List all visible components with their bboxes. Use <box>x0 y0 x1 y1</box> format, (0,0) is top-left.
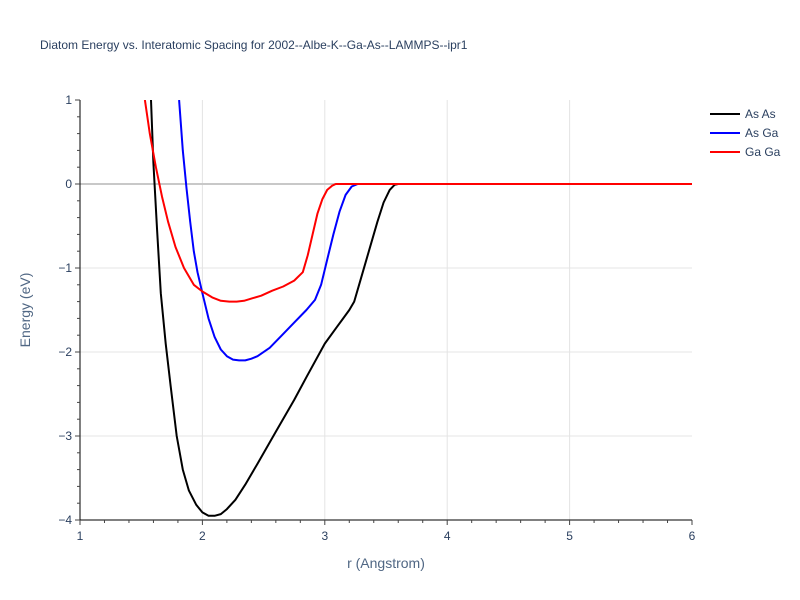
legend-label-as-ga: As Ga <box>745 126 779 140</box>
y-tick-label: 0 <box>65 177 72 191</box>
legend-label-ga-ga: Ga Ga <box>745 145 781 159</box>
y-tick-label: −3 <box>58 429 72 443</box>
series-line-ga-ga <box>143 100 692 303</box>
x-tick-label: 3 <box>321 529 328 543</box>
series-line-as-as <box>150 100 692 517</box>
tick-labels: 1 2 3 4 5 6 1 0 −1 −2 −3 −4 <box>58 93 695 543</box>
legend: As As As Ga Ga Ga <box>710 107 781 159</box>
plot-series <box>143 100 692 517</box>
axes <box>75 99 693 525</box>
series-line-as-ga <box>178 100 692 362</box>
x-tick-label: 4 <box>444 529 451 543</box>
legend-label-as-as: As As <box>745 107 776 121</box>
x-tick-label: 2 <box>199 529 206 543</box>
x-tick-label: 5 <box>566 529 573 543</box>
y-tick-label: 1 <box>65 93 72 107</box>
x-axis-title: r (Angstrom) <box>347 555 425 571</box>
chart-title: Diatom Energy vs. Interatomic Spacing fo… <box>40 38 468 52</box>
x-tick-label: 6 <box>689 529 696 543</box>
x-tick-label: 1 <box>77 529 84 543</box>
y-tick-label: −2 <box>58 345 72 359</box>
y-axis-title: Energy (eV) <box>17 273 33 348</box>
y-tick-label: −4 <box>58 513 72 527</box>
y-tick-label: −1 <box>58 261 72 275</box>
